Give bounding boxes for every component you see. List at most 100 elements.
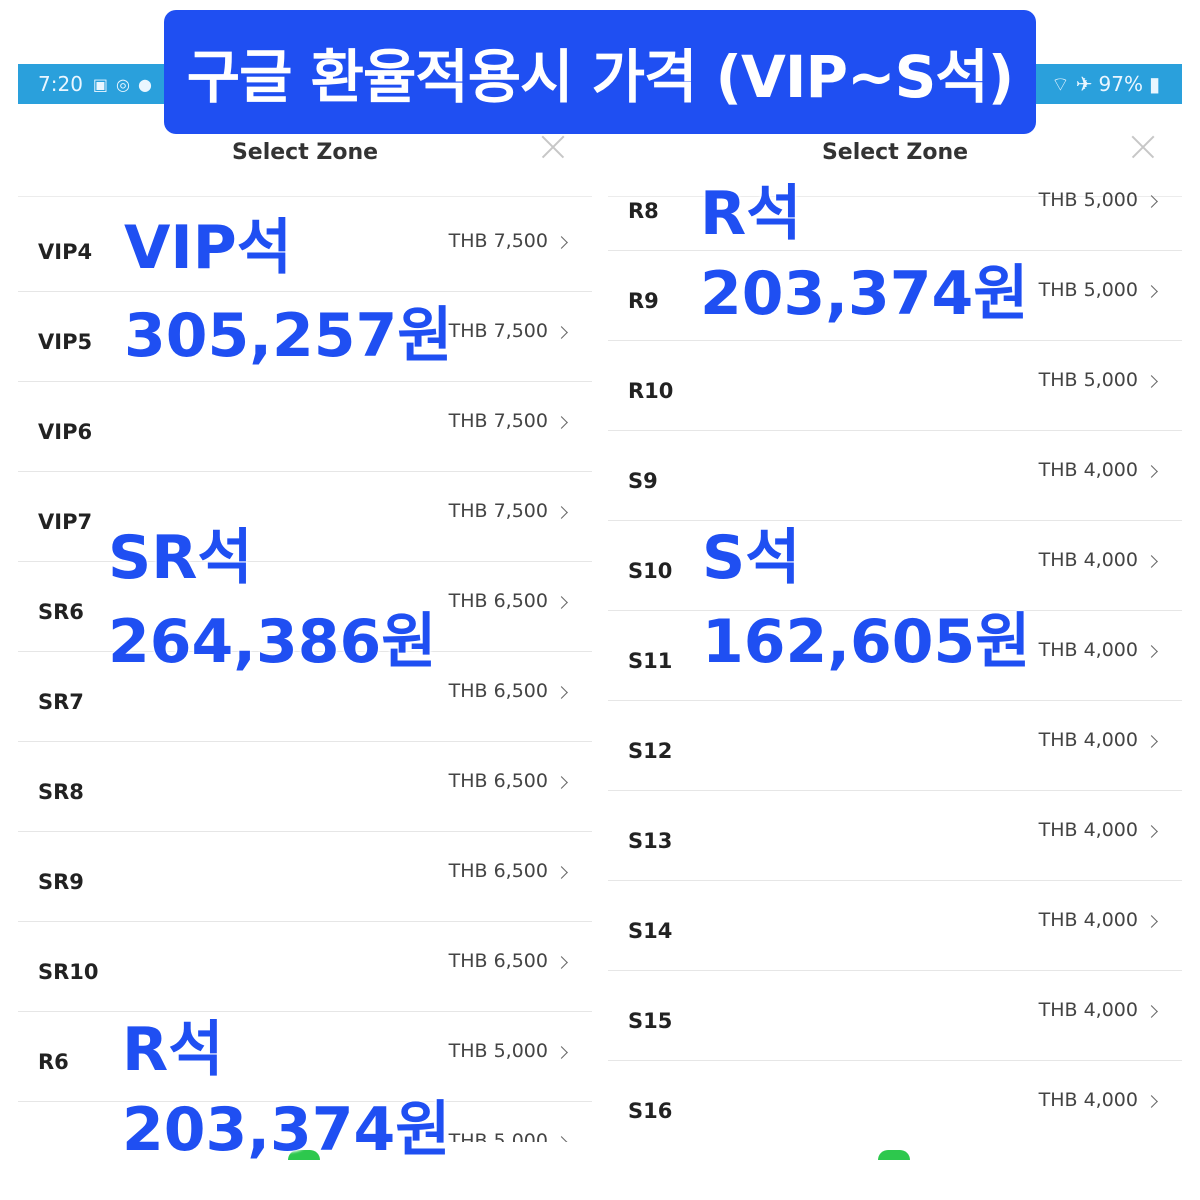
zone-price: THB 5,000: [1038, 189, 1138, 211]
zone-row-vip6[interactable]: VIP6 THB 7,500: [18, 382, 592, 472]
chevron-right-icon: [1145, 825, 1158, 838]
zone-name: VIP7: [38, 509, 93, 534]
zone-name: S14: [628, 918, 673, 943]
zone-panel-right: Select Zone R8 THB 5,000 R9 THB 5,000 R10 T…: [608, 104, 1182, 1160]
chevron-right-icon: [555, 236, 568, 249]
zone-row-sr6[interactable]: SR6 THB 6,500: [18, 562, 592, 652]
chevron-right-icon: [1145, 645, 1158, 658]
s-label-overlay: S석: [702, 523, 801, 593]
chevron-right-icon: [1145, 195, 1158, 208]
zone-name: S13: [628, 828, 673, 853]
vip-price-overlay: 305,257원: [124, 301, 453, 371]
zone-row-s12[interactable]: S12 THB 4,000: [608, 701, 1182, 791]
zone-row-s14[interactable]: S14 THB 4,000: [608, 881, 1182, 971]
chevron-right-icon: [1145, 915, 1158, 928]
zone-name: R8: [628, 198, 659, 223]
zone-price: THB 7,500: [448, 500, 548, 522]
chevron-right-icon: [555, 866, 568, 879]
zone-name: SR6: [38, 599, 84, 624]
zone-price: THB 6,500: [448, 770, 548, 792]
wifi-icon: ⌔: [1050, 71, 1070, 96]
bottom-nav-bar: [608, 1142, 1182, 1160]
close-icon[interactable]: [1130, 134, 1156, 160]
zone-name: S9: [628, 468, 658, 493]
banner-title: 구글 환율적용시 가격 (VIP~S석): [186, 43, 1015, 111]
zone-row-sr9[interactable]: SR9 THB 6,500: [18, 832, 592, 922]
zone-row-sr7[interactable]: SR7 THB 6,500: [18, 652, 592, 742]
zone-row-r8[interactable]: R8 THB 5,000: [608, 161, 1182, 251]
chevron-right-icon: [555, 416, 568, 429]
zone-list: VIP4 THB 7,500 VIP5 THB 7,500 VIP6 THB 7,50…: [18, 202, 592, 1160]
zone-price: THB 4,000: [1038, 999, 1138, 1021]
chevron-right-icon: [1145, 735, 1158, 748]
zone-row-s16[interactable]: S16 THB 4,000: [608, 1061, 1182, 1151]
zone-price: THB 6,500: [448, 590, 548, 612]
zone-row-r6[interactable]: R6 THB 5,000: [18, 1012, 592, 1102]
zone-name: S10: [628, 558, 673, 583]
zone-price: THB 4,000: [1038, 729, 1138, 751]
zone-name: SR7: [38, 689, 84, 714]
zone-name: R9: [628, 288, 659, 313]
zone-price: THB 5,000: [1038, 279, 1138, 301]
zone-price: THB 4,000: [1038, 549, 1138, 571]
zone-row-sr10[interactable]: SR10 THB 6,500: [18, 922, 592, 1012]
vip-label-overlay: VIP석: [124, 213, 292, 283]
zone-price: THB 4,000: [1038, 909, 1138, 931]
zone-row-s10[interactable]: S10 THB 4,000: [608, 521, 1182, 611]
zone-name: VIP5: [38, 329, 93, 354]
zone-panel-left: Select Zone VIP4 THB 7,500 VIP5 THB 7,500 …: [18, 104, 592, 1160]
chevron-right-icon: [555, 776, 568, 789]
chevron-right-icon: [555, 596, 568, 609]
zone-price: THB 4,000: [1038, 639, 1138, 661]
panel-title: Select Zone: [231, 140, 379, 165]
sr-price-overlay: 264,386원: [108, 607, 437, 677]
chevron-right-icon: [555, 956, 568, 969]
zone-price: THB 7,500: [448, 230, 548, 252]
zone-row-r10[interactable]: R10 THB 5,000: [608, 341, 1182, 431]
zone-price: THB 6,500: [448, 680, 548, 702]
r-right-price-overlay: 203,374원: [700, 259, 1029, 329]
talk-icon: ●: [138, 74, 152, 94]
zone-row-vip5[interactable]: VIP5 THB 7,500: [18, 292, 592, 382]
sr-label-overlay: SR석: [108, 523, 253, 593]
title-banner: 구글 환율적용시 가격 (VIP~S석): [164, 10, 1036, 134]
instagram-icon: ◎: [116, 74, 131, 94]
chevron-right-icon: [1145, 285, 1158, 298]
zone-name: R6: [38, 1049, 69, 1074]
chevron-right-icon: [1145, 1095, 1158, 1108]
zone-price: THB 5,000: [1038, 369, 1138, 391]
zone-row-r9[interactable]: R9 THB 5,000: [608, 251, 1182, 341]
zone-price: THB 4,000: [1038, 1089, 1138, 1111]
battery-level: 97%: [1098, 72, 1143, 96]
panel-header: Select Zone: [18, 104, 592, 197]
status-time: 7:20: [38, 72, 83, 96]
zone-row-vip4[interactable]: VIP4 THB 7,500: [18, 202, 592, 292]
home-indicator-icon: [288, 1150, 320, 1160]
zone-row-vip7[interactable]: VIP7 THB 7,500: [18, 472, 592, 562]
zone-row-s9[interactable]: S9 THB 4,000: [608, 431, 1182, 521]
s-price-overlay: 162,605원: [702, 607, 1031, 677]
zone-name: S16: [628, 1098, 673, 1123]
zone-price: THB 5,000: [448, 1040, 548, 1062]
zone-row-s13[interactable]: S13 THB 4,000: [608, 791, 1182, 881]
chevron-right-icon: [1145, 555, 1158, 568]
zone-name: VIP4: [38, 239, 93, 264]
zone-list: R8 THB 5,000 R9 THB 5,000 R10 THB 5,000 S9 T…: [608, 161, 1182, 1151]
zone-price: THB 4,000: [1038, 459, 1138, 481]
zone-row-s15[interactable]: S15 THB 4,000: [608, 971, 1182, 1061]
chevron-right-icon: [1145, 465, 1158, 478]
r-right-label-overlay: R석: [700, 179, 802, 249]
zone-price: THB 6,500: [448, 950, 548, 972]
zone-price: THB 4,000: [1038, 819, 1138, 841]
chevron-right-icon: [1145, 1005, 1158, 1018]
zone-price: THB 6,500: [448, 860, 548, 882]
gallery-icon: ▣: [92, 74, 109, 94]
zone-row-s11[interactable]: S11 THB 4,000: [608, 611, 1182, 701]
panel-header: Select Zone: [608, 104, 1182, 197]
chevron-right-icon: [555, 686, 568, 699]
close-icon[interactable]: [540, 134, 566, 160]
chevron-right-icon: [555, 506, 568, 519]
chevron-right-icon: [1145, 375, 1158, 388]
zone-row-sr8[interactable]: SR8 THB 6,500: [18, 742, 592, 832]
panel-title: Select Zone: [821, 140, 969, 165]
